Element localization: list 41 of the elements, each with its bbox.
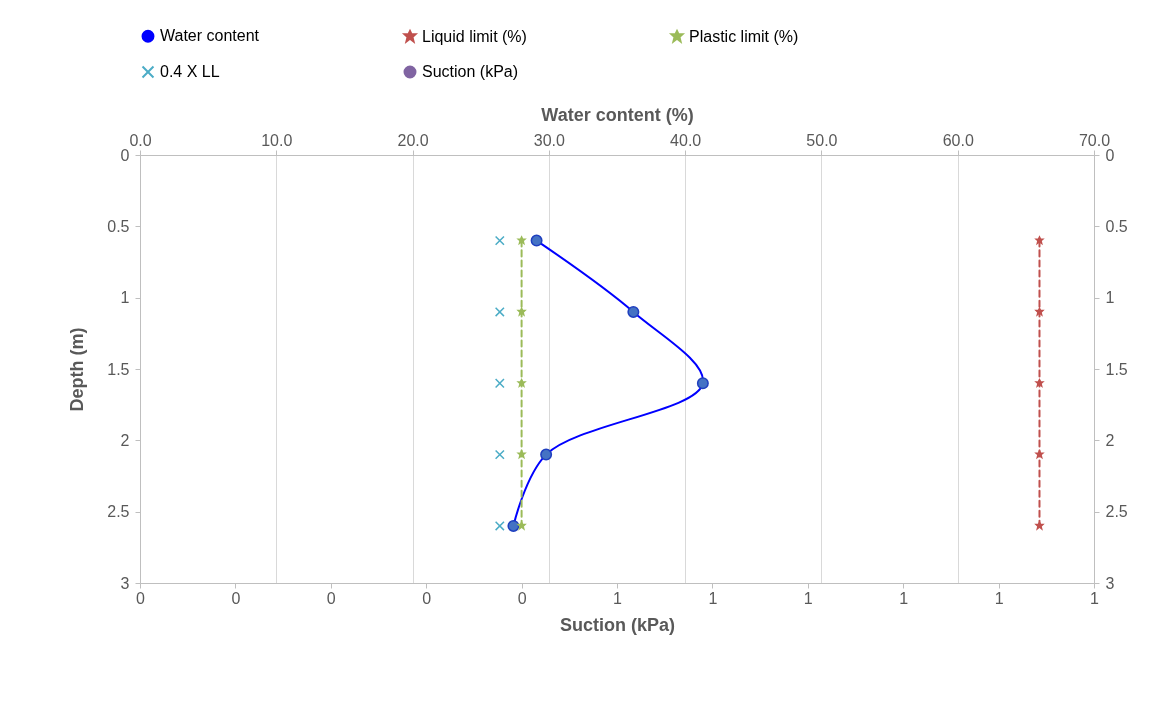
legend-label: 0.4 X LL xyxy=(160,63,220,80)
x-tick-label: 1 xyxy=(708,589,718,607)
y2-tick-label: 2 xyxy=(1105,431,1115,449)
y-tick-label: 0 xyxy=(120,146,130,164)
y2-tick-label: 1.5 xyxy=(1105,360,1128,378)
x-tick-label: 0 xyxy=(326,589,336,607)
x-tick-label: 0 xyxy=(422,589,432,607)
x-tick-label: 1 xyxy=(1090,589,1100,607)
x2-tick-label: 10.0 xyxy=(261,131,293,149)
x2-tick-label: 20.0 xyxy=(397,131,429,149)
x2-tick-label: 60.0 xyxy=(942,131,974,149)
legend-label: Suction (kPa) xyxy=(422,63,519,80)
y2-tick-label: 1 xyxy=(1105,289,1115,307)
x-tick-label: 1 xyxy=(994,589,1004,607)
y-tick-label: 1 xyxy=(120,289,130,307)
x-tick-label: 0 xyxy=(517,589,527,607)
x2-tick-label: 70.0 xyxy=(1078,131,1111,149)
x-tick-label: 0 xyxy=(136,589,146,607)
x2-tick-label: 50.0 xyxy=(806,131,838,149)
y2-tick-label: 0.5 xyxy=(1105,217,1128,235)
legend-label: Plastic limit (%) xyxy=(689,27,799,45)
y2-tick-label: 2.5 xyxy=(1105,503,1128,521)
x-tick-label: 1 xyxy=(899,589,909,607)
x-axis-title: Suction (kPa) xyxy=(559,614,676,635)
x-tick-label: 1 xyxy=(803,589,813,607)
x-tick-label: 1 xyxy=(613,589,623,607)
x2-tick-label: 0.0 xyxy=(129,131,152,149)
y-tick-label: 2 xyxy=(120,431,130,449)
y-tick-label: 2.5 xyxy=(107,503,130,521)
y-tick-label: 1.5 xyxy=(107,360,130,378)
x-tick-label: 0 xyxy=(231,589,241,607)
y-axis-title: Depth (m) xyxy=(67,327,88,412)
x2-tick-label: 40.0 xyxy=(670,131,702,149)
x2-tick-label: 30.0 xyxy=(533,131,566,149)
legend-label: Liquid limit (%) xyxy=(422,27,527,45)
y-tick-label: 0.5 xyxy=(107,217,130,235)
legend-label: Water content xyxy=(160,27,260,45)
x2-axis-title: Water content (%) xyxy=(541,104,694,125)
y2-tick-label: 0 xyxy=(1105,146,1115,164)
y-tick-label: 3 xyxy=(120,574,130,592)
y2-tick-label: 3 xyxy=(1105,574,1115,592)
